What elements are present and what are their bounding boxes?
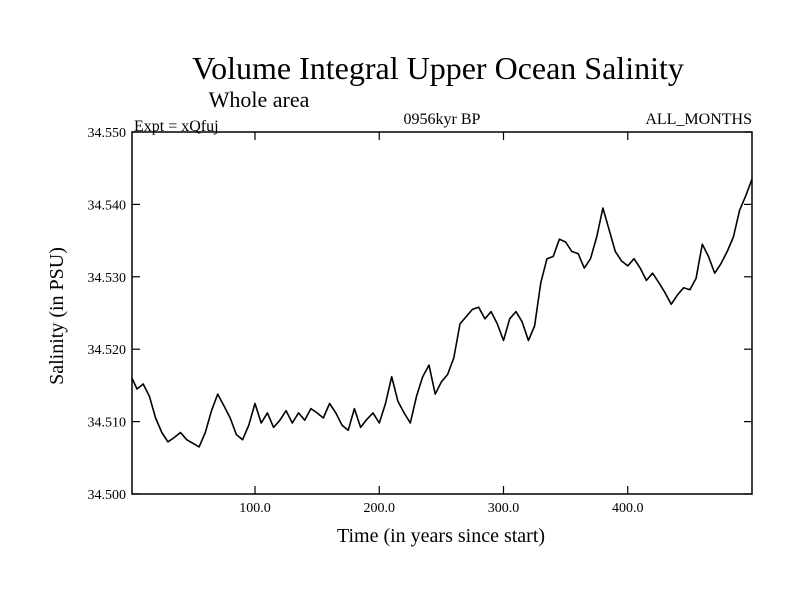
- y-axis-ticks: 34.500 34.510 34.520 34.530 34.540 34.550: [88, 126, 752, 503]
- y-tick-label: 34.540: [88, 198, 127, 213]
- y-axis-label: Salinity (in PSU): [46, 247, 68, 385]
- y-tick-label: 34.500: [88, 488, 127, 503]
- series-group: [131, 178, 753, 448]
- chart-subtitle: Whole area: [209, 87, 310, 112]
- x-tick-label: 200.0: [364, 501, 396, 516]
- x-tick-label: 400.0: [612, 501, 644, 516]
- period-label: 0956kyr BP: [404, 111, 481, 128]
- x-axis-ticks: 100.0 200.0 300.0 400.0: [239, 132, 644, 516]
- x-tick-label: 100.0: [239, 501, 271, 516]
- plot-frame: [131, 131, 753, 495]
- y-tick-label: 34.520: [88, 343, 127, 358]
- chart-title: Volume Integral Upper Ocean Salinity: [192, 50, 684, 86]
- salinity-series-line: [131, 178, 753, 448]
- experiment-label: Expt = xQfuj: [134, 118, 219, 135]
- x-axis-label: Time (in years since start): [337, 525, 545, 547]
- months-label: ALL_MONTHS: [645, 111, 752, 128]
- x-tick-label: 300.0: [488, 501, 520, 516]
- y-tick-label: 34.530: [88, 271, 127, 286]
- y-tick-label: 34.510: [88, 416, 127, 431]
- y-tick-label: 34.550: [88, 126, 127, 141]
